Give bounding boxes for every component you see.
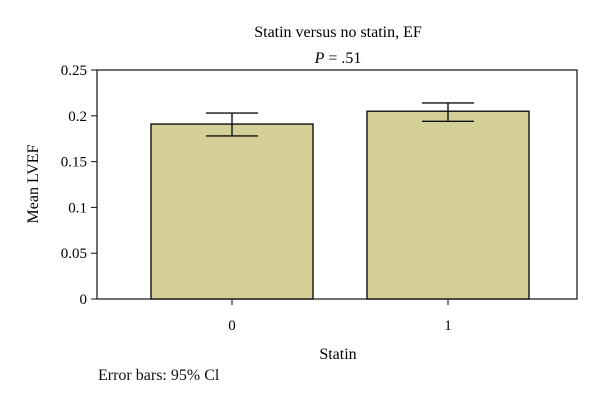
x-tick-label: 1 bbox=[444, 318, 452, 334]
subtitle-p-value: = .51 bbox=[324, 50, 361, 67]
bar bbox=[366, 110, 530, 300]
bars bbox=[150, 110, 530, 300]
y-tick-label: 0.05 bbox=[61, 246, 87, 262]
y-tick-label: 0.1 bbox=[68, 200, 87, 216]
subtitle-p-symbol: P bbox=[314, 50, 325, 67]
plot-area bbox=[96, 69, 578, 300]
y-tick-label: 0.2 bbox=[68, 109, 87, 125]
chart-title: Statin versus no statin, EF bbox=[254, 24, 422, 41]
y-tick-label: 0 bbox=[80, 292, 88, 308]
y-axis: 0 0.05 0.1 0.15 0.2 0.25 bbox=[61, 63, 97, 308]
error-bars-note: Error bars: 95% Cl bbox=[98, 367, 220, 384]
y-tick-label: 0.15 bbox=[61, 155, 87, 171]
chart-subtitle: P = .51 bbox=[314, 50, 362, 67]
x-tick-label: 0 bbox=[228, 318, 236, 334]
x-axis-label: Statin bbox=[319, 346, 356, 363]
y-tick-label: 0.25 bbox=[61, 63, 87, 79]
bar bbox=[150, 123, 314, 300]
y-axis-label: Mean LVEF bbox=[25, 144, 42, 223]
error-bars bbox=[206, 102, 474, 137]
